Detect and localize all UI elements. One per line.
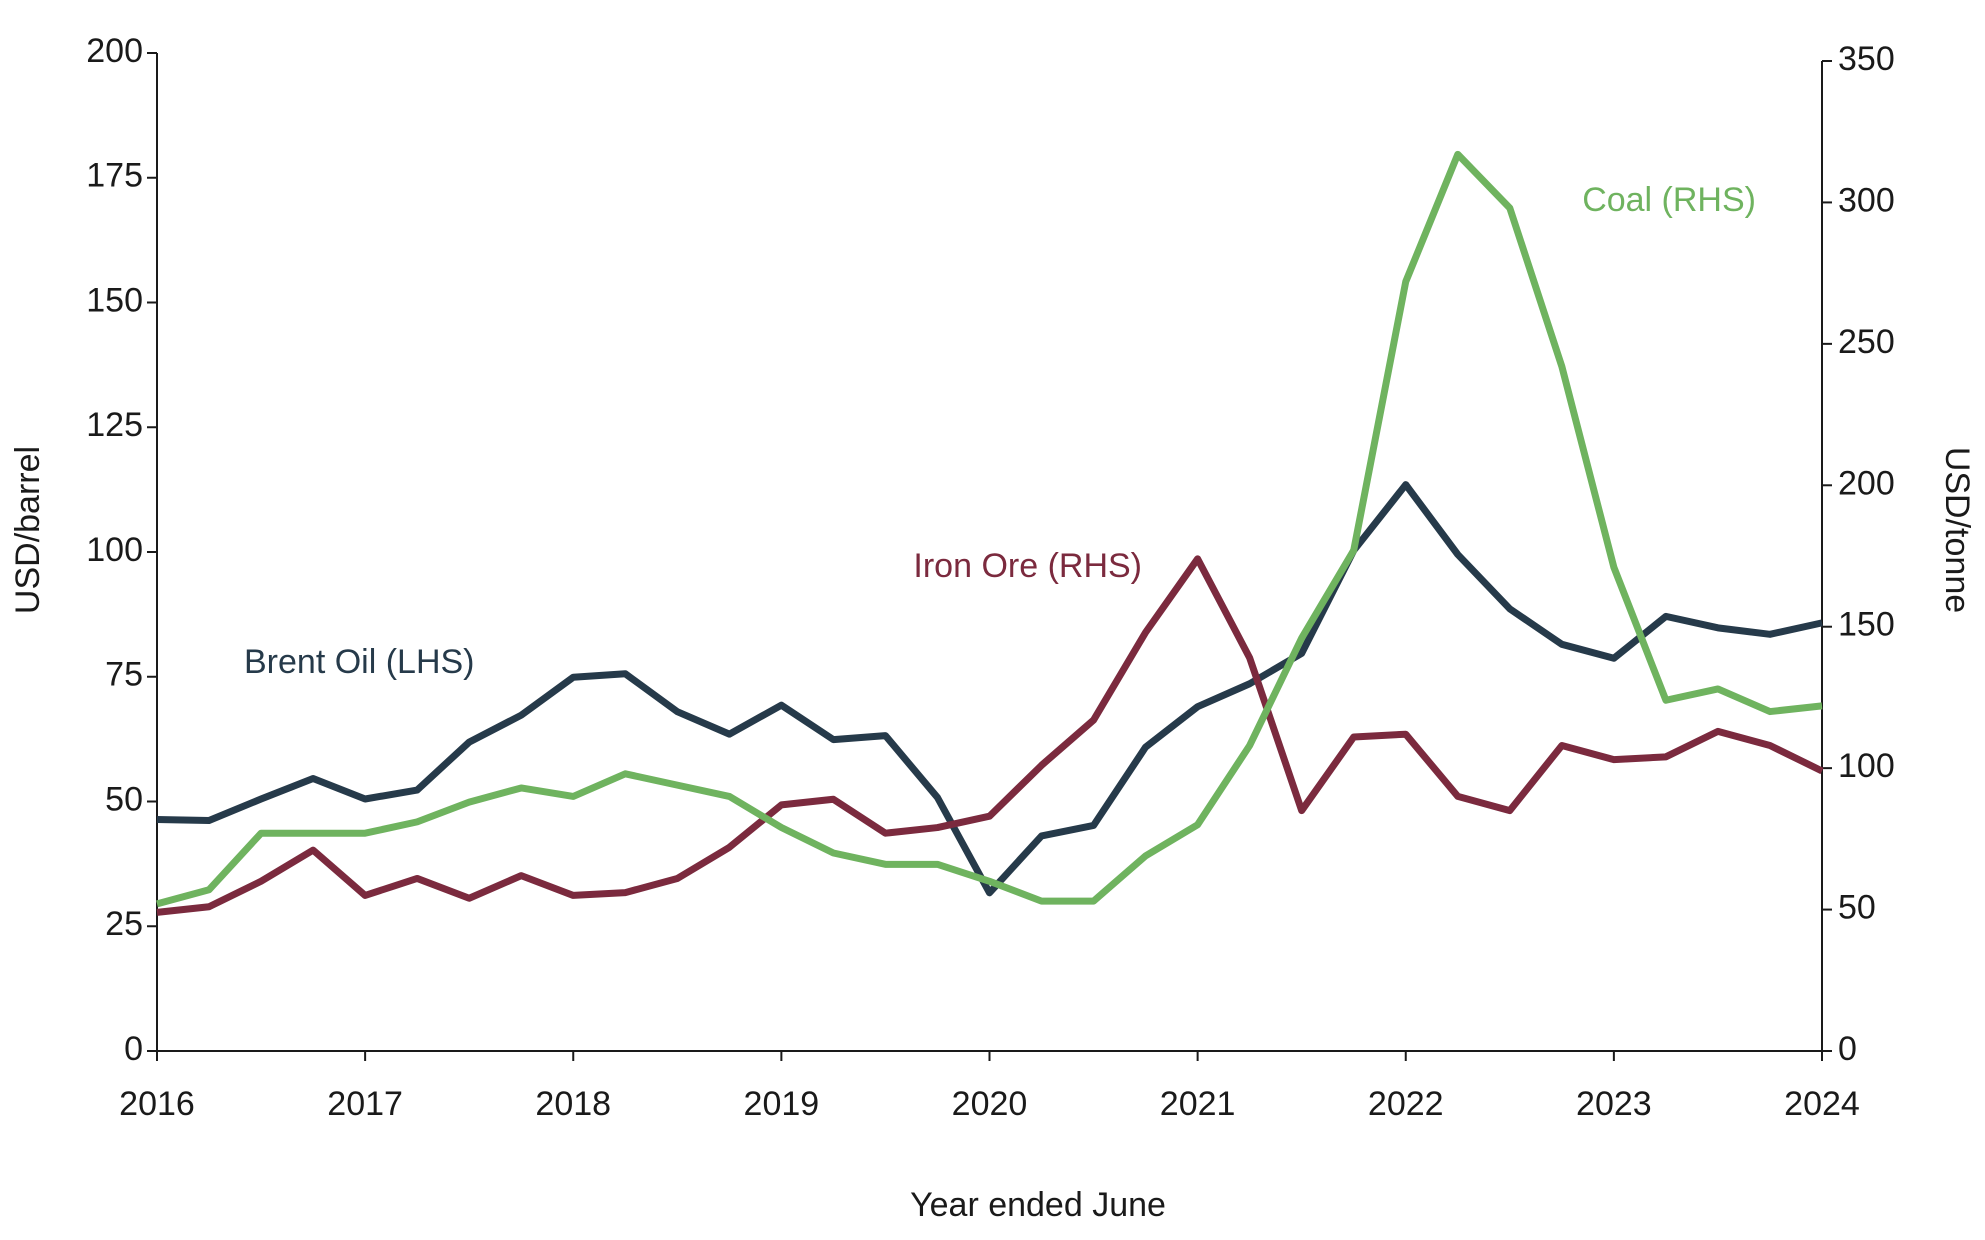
x-tick-label: 2020 (952, 1085, 1028, 1123)
series-line (156, 150, 1823, 908)
y2-tick-label: 100 (1838, 747, 1895, 785)
y2-tick-label: 350 (1838, 40, 1895, 78)
x-tick-label: 2023 (1576, 1085, 1652, 1123)
x-tick-label: 2021 (1160, 1085, 1236, 1123)
y-tick-label: 200 (86, 32, 143, 70)
series-line (156, 555, 1824, 916)
y2-axis-label: USD/tonne (1938, 447, 1976, 613)
y-tick-label: 125 (86, 406, 143, 444)
y-tick-label: 0 (124, 1030, 143, 1068)
y2-tick-label: 50 (1838, 889, 1876, 927)
x-tick-label: 2018 (535, 1085, 611, 1123)
y2-tick-label: 200 (1838, 464, 1895, 502)
x-tick-label: 2016 (119, 1085, 195, 1123)
series-line (156, 481, 1823, 897)
y2-tick-label: 0 (1838, 1030, 1857, 1068)
x-tick-label: 2022 (1368, 1085, 1444, 1123)
y-tick-label: 175 (86, 157, 143, 195)
x-tick-label: 2019 (744, 1085, 820, 1123)
y2-tick-label: 250 (1838, 323, 1895, 361)
y-tick-label: 75 (105, 656, 143, 694)
series-label: Brent Oil (LHS) (244, 643, 475, 681)
series-label: Iron Ore (RHS) (913, 547, 1142, 585)
x-tick-label: 2024 (1784, 1085, 1860, 1123)
y-tick-label: 100 (86, 531, 143, 569)
series-label: Coal (RHS) (1582, 181, 1756, 219)
y-tick-label: 25 (105, 905, 143, 943)
x-axis-label: Year ended June (910, 1186, 1166, 1224)
y2-tick-label: 150 (1838, 606, 1895, 644)
y2-tick-label: 300 (1838, 181, 1895, 219)
y-tick-label: 150 (86, 281, 143, 319)
y-axis-label: USD/barrel (9, 446, 47, 614)
y-tick-label: 50 (105, 780, 143, 818)
x-tick-label: 2017 (327, 1085, 403, 1123)
